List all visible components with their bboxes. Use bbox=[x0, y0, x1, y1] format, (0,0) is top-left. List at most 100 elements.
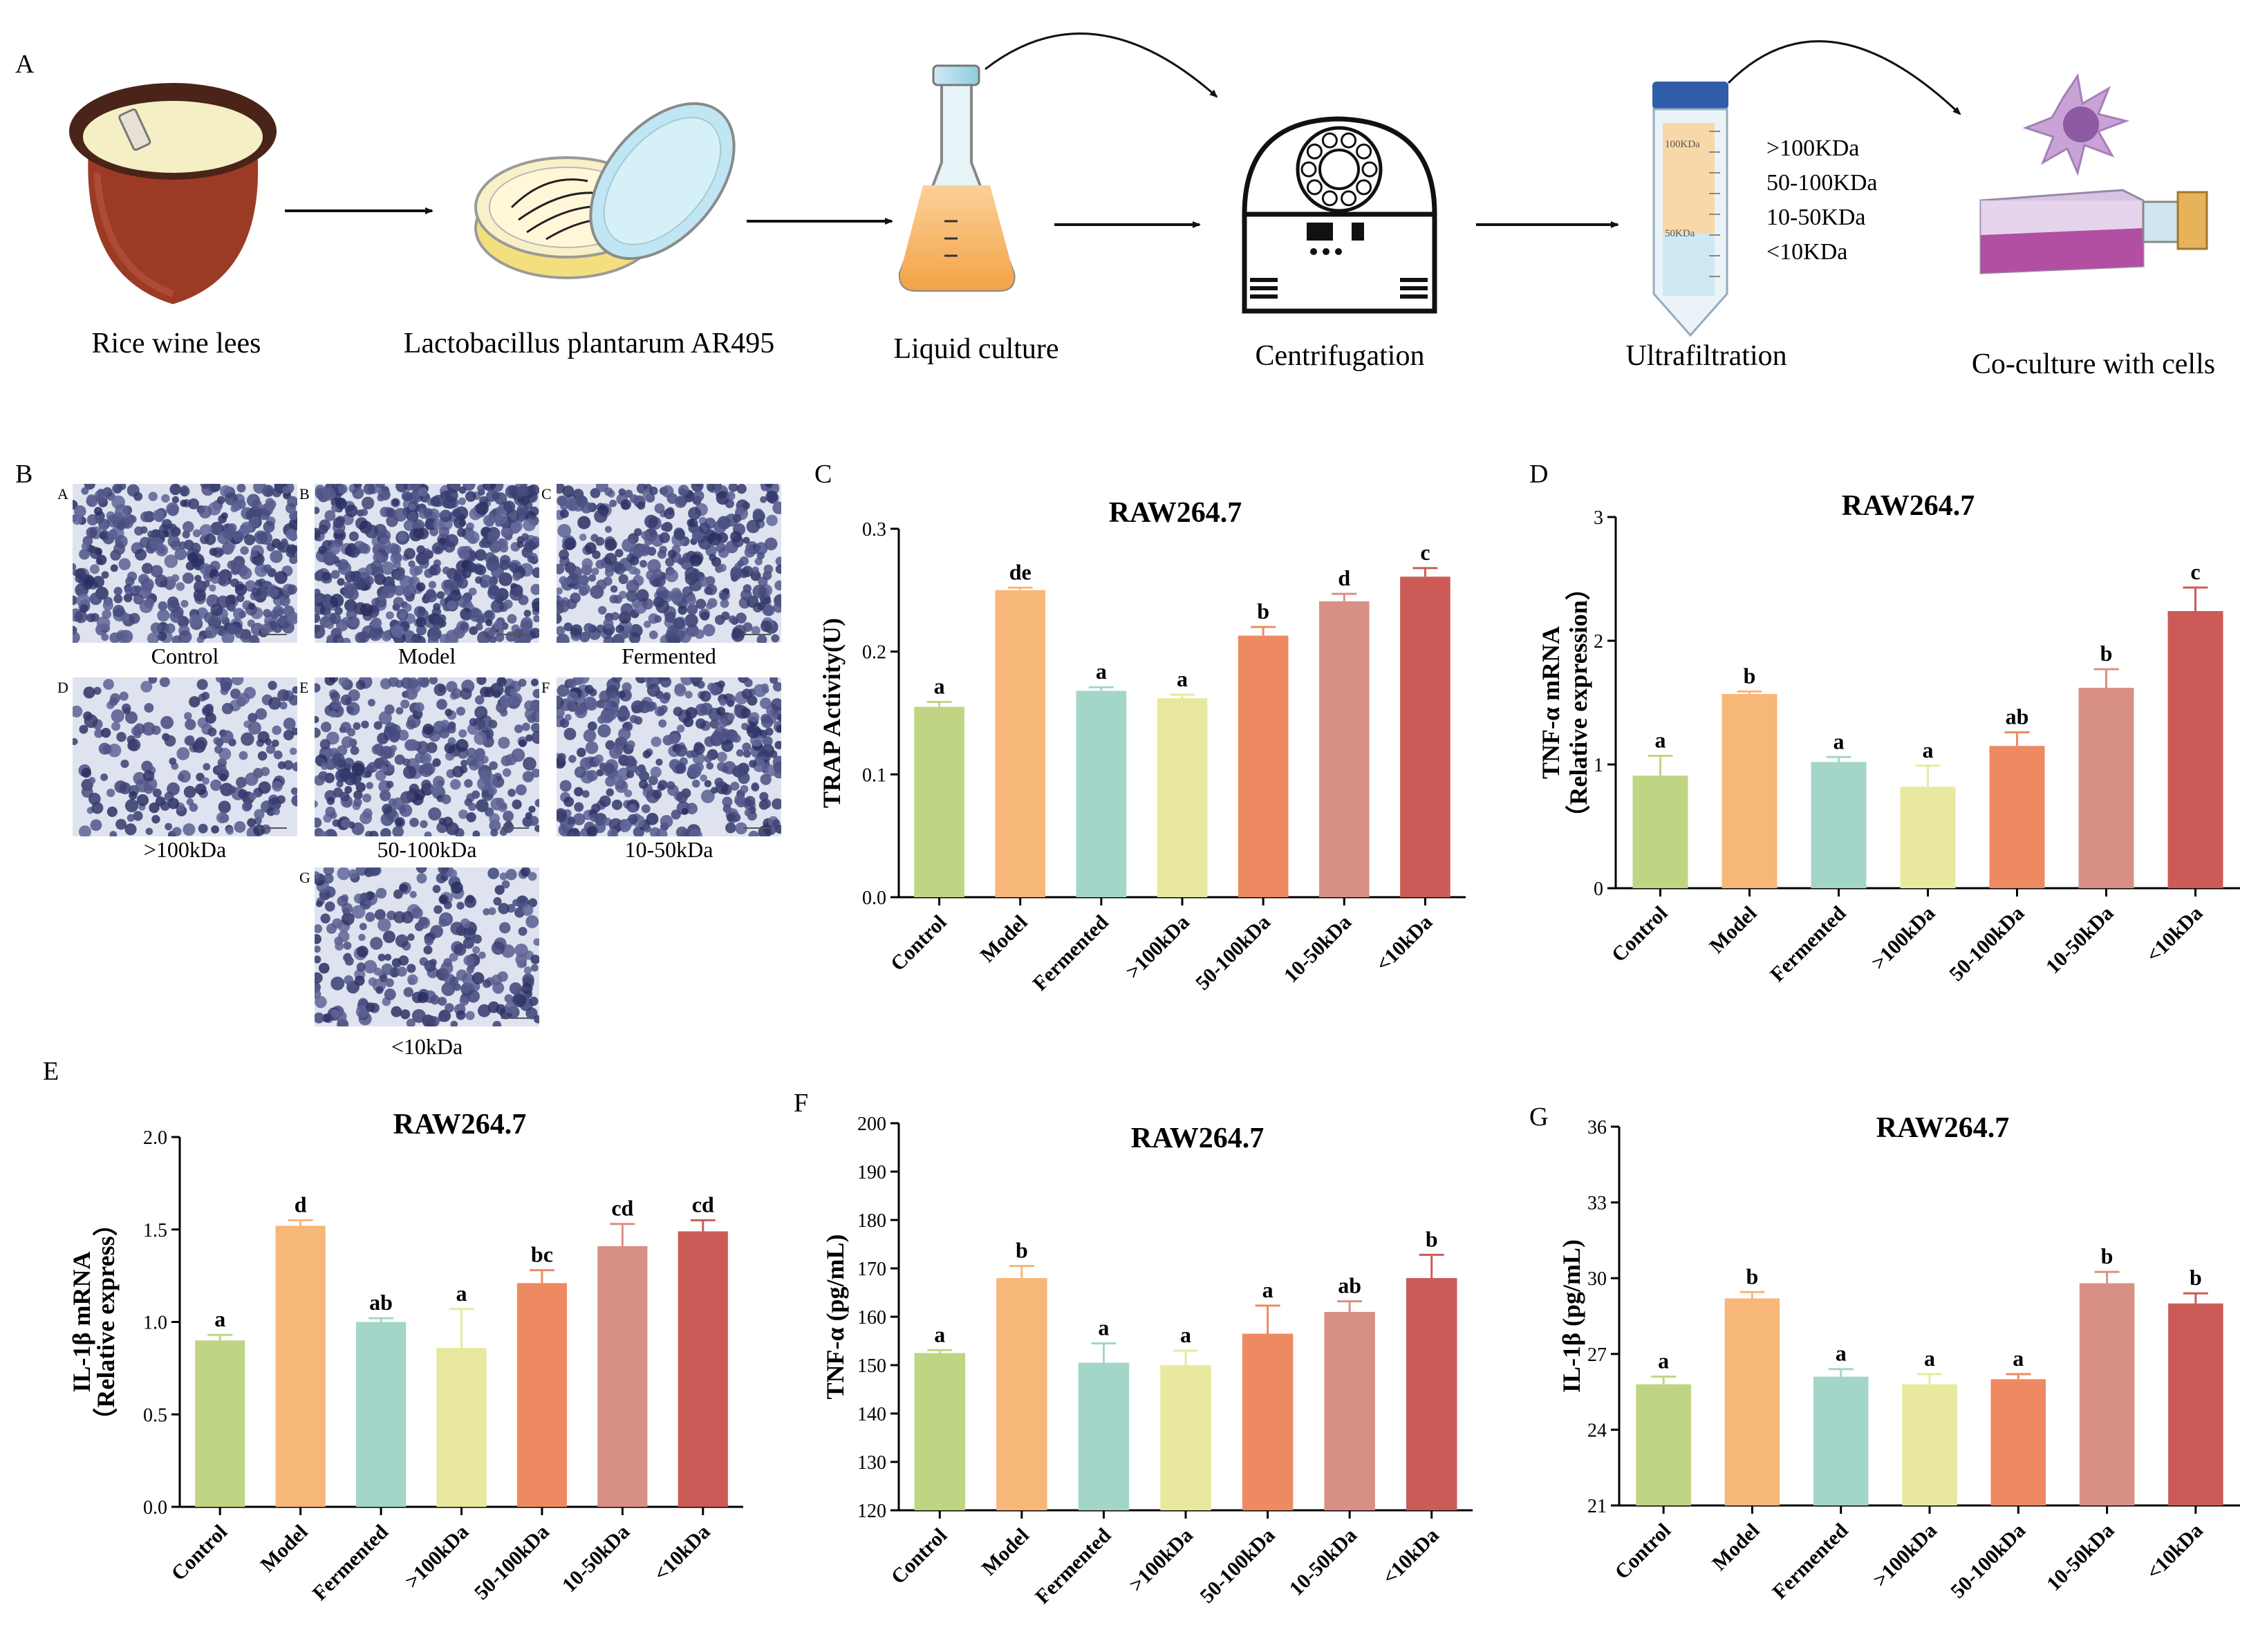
x-tick-label: >100kDa bbox=[1869, 1519, 1941, 1592]
bar bbox=[1318, 601, 1370, 897]
significance-letter: b bbox=[1744, 663, 1756, 688]
micrograph-caption: 10-50kDa bbox=[625, 837, 713, 862]
rotor-hole bbox=[1306, 179, 1323, 196]
bar bbox=[1632, 776, 1688, 888]
y-tick-label: 21 bbox=[1587, 1496, 1607, 1517]
bar bbox=[1722, 693, 1778, 888]
x-tick-label: Control bbox=[1607, 902, 1672, 967]
significance-letter: b bbox=[2190, 1265, 2202, 1290]
y-tick-label: 120 bbox=[857, 1501, 886, 1522]
y-tick-label: 0.0 bbox=[143, 1497, 167, 1519]
x-tick-label: Fermented bbox=[1766, 901, 1851, 986]
x-tick-label: 10-50kDa bbox=[558, 1521, 635, 1597]
step-label-liquid-culture: Liquid culture bbox=[893, 333, 1058, 365]
panel-letter-e: E bbox=[43, 1057, 59, 1086]
significance-letter: a bbox=[456, 1281, 467, 1306]
micrograph-letter: E bbox=[299, 679, 308, 696]
step-label-lactobacillus: Lactobacillus plantarum AR495 bbox=[404, 328, 775, 359]
panel-a: A Rice wine lees Lactobacillus plantarum… bbox=[15, 32, 2215, 380]
micrograph-caption: <10kDa bbox=[391, 1034, 463, 1059]
bar bbox=[275, 1226, 326, 1507]
y-tick-label: 200 bbox=[857, 1114, 886, 1135]
y-tick-label: 0.2 bbox=[862, 642, 886, 664]
bar bbox=[1989, 746, 2045, 888]
significance-letter: b bbox=[1257, 599, 1269, 623]
micrograph-cells bbox=[315, 484, 539, 643]
bar bbox=[1990, 1379, 2046, 1505]
rotor-hole bbox=[1356, 143, 1372, 160]
x-tick-label: >100kDa bbox=[1867, 902, 1939, 975]
y-axis-label: IL-1β (pg/mL) bbox=[1558, 1239, 1585, 1393]
fraction-label-4: <10KDa bbox=[1766, 239, 1847, 265]
micrograph-letter: D bbox=[57, 679, 68, 696]
x-tick-label: <10kDa bbox=[2142, 1519, 2207, 1584]
x-tick-label: <10kDa bbox=[649, 1521, 714, 1586]
chart-title: RAW264.7 bbox=[1131, 1123, 1265, 1154]
micrograph-cells bbox=[315, 867, 539, 1026]
significance-letter: ab bbox=[1338, 1273, 1361, 1298]
x-tick-label: Model bbox=[1705, 902, 1761, 958]
flask-icon bbox=[898, 64, 1016, 292]
curved-arrow-2 bbox=[1727, 40, 1961, 115]
x-tick-label: 10-50kDa bbox=[1280, 911, 1356, 988]
significance-letter: b bbox=[1746, 1264, 1759, 1288]
bar bbox=[678, 1231, 728, 1507]
y-tick-label: 36 bbox=[1587, 1117, 1607, 1138]
significance-letter: c bbox=[2190, 559, 2200, 584]
micrograph-cells bbox=[557, 484, 781, 643]
x-tick-label: Fermented bbox=[1029, 910, 1114, 995]
macrophage-cell-icon bbox=[2022, 73, 2130, 176]
y-tick-label: 0 bbox=[1594, 879, 1603, 900]
significance-letter: a bbox=[1655, 727, 1666, 752]
micrograph-tile: A Control bbox=[57, 484, 297, 668]
micrograph-cells bbox=[315, 677, 539, 836]
x-tick-label: Control bbox=[886, 911, 951, 976]
bar bbox=[1238, 635, 1289, 897]
significance-letter: a bbox=[1836, 1341, 1847, 1366]
significance-letter: d bbox=[295, 1192, 307, 1217]
significance-letter: ab bbox=[2006, 704, 2029, 729]
fraction-label-3: 10-50KDa bbox=[1766, 205, 1866, 230]
y-axis-label: IL-1β mRNA bbox=[68, 1252, 95, 1393]
chart-il1b-elisa: RAW264.7 IL-1β (pg/mL) 21 24 27 30 33 36 a Contro… bbox=[1558, 1112, 2240, 1604]
rotor-hole bbox=[1361, 161, 1378, 178]
y-axis-label: TNF-α (pg/mL) bbox=[821, 1234, 849, 1399]
x-tick-label: >100kDa bbox=[400, 1521, 473, 1593]
y-axis-label: TRAP Activity(U) bbox=[818, 618, 846, 808]
petri-dish-icon bbox=[474, 102, 736, 279]
bar bbox=[1900, 787, 1956, 888]
y-tick-label: 0.1 bbox=[862, 764, 886, 786]
bar bbox=[516, 1283, 568, 1507]
panel-letter-d: D bbox=[1529, 460, 1548, 489]
bar bbox=[436, 1347, 487, 1507]
panel-letter-b: B bbox=[15, 460, 32, 489]
micrograph-letter: G bbox=[299, 869, 310, 886]
micrograph-tile: G <10kDa bbox=[299, 867, 539, 1059]
micrograph-tile: F 10-50kDa bbox=[541, 677, 781, 862]
bar bbox=[914, 706, 964, 897]
micrograph-caption: Fermented bbox=[622, 644, 716, 668]
micrograph-cells bbox=[73, 677, 297, 836]
y-tick-label: 1.0 bbox=[143, 1313, 167, 1334]
x-tick-label: 50-100kDa bbox=[1945, 902, 2028, 986]
centrifuge-rotor-holes bbox=[1300, 132, 1378, 207]
x-tick-label: <10kDa bbox=[1372, 911, 1437, 976]
chart-title: RAW264.7 bbox=[393, 1109, 527, 1141]
x-tick-label: 50-100kDa bbox=[1191, 911, 1275, 995]
x-tick-label: <10kDa bbox=[1378, 1524, 1443, 1589]
micrograph-caption: 50-100kDa bbox=[377, 837, 477, 862]
x-tick-label: Model bbox=[256, 1521, 312, 1577]
panel-letter-g: G bbox=[1529, 1102, 1548, 1132]
bar bbox=[995, 590, 1046, 897]
significance-letter: a bbox=[1096, 659, 1107, 684]
x-tick-label: Control bbox=[1610, 1519, 1675, 1584]
chart-tnf-elisa: RAW264.7 TNF-α (pg/mL) 120 130 140 150 160 170 1… bbox=[821, 1114, 1473, 1608]
y-tick-label: 0.5 bbox=[143, 1405, 167, 1426]
significance-letter: b bbox=[1426, 1226, 1438, 1251]
bar bbox=[2167, 611, 2223, 888]
x-tick-label: Fermented bbox=[1031, 1523, 1116, 1608]
y-tick-label: 2 bbox=[1594, 631, 1603, 653]
rotor-hole bbox=[1341, 190, 1357, 207]
micrograph-caption: >100kDa bbox=[144, 837, 226, 862]
significance-letter: a bbox=[934, 1322, 945, 1346]
